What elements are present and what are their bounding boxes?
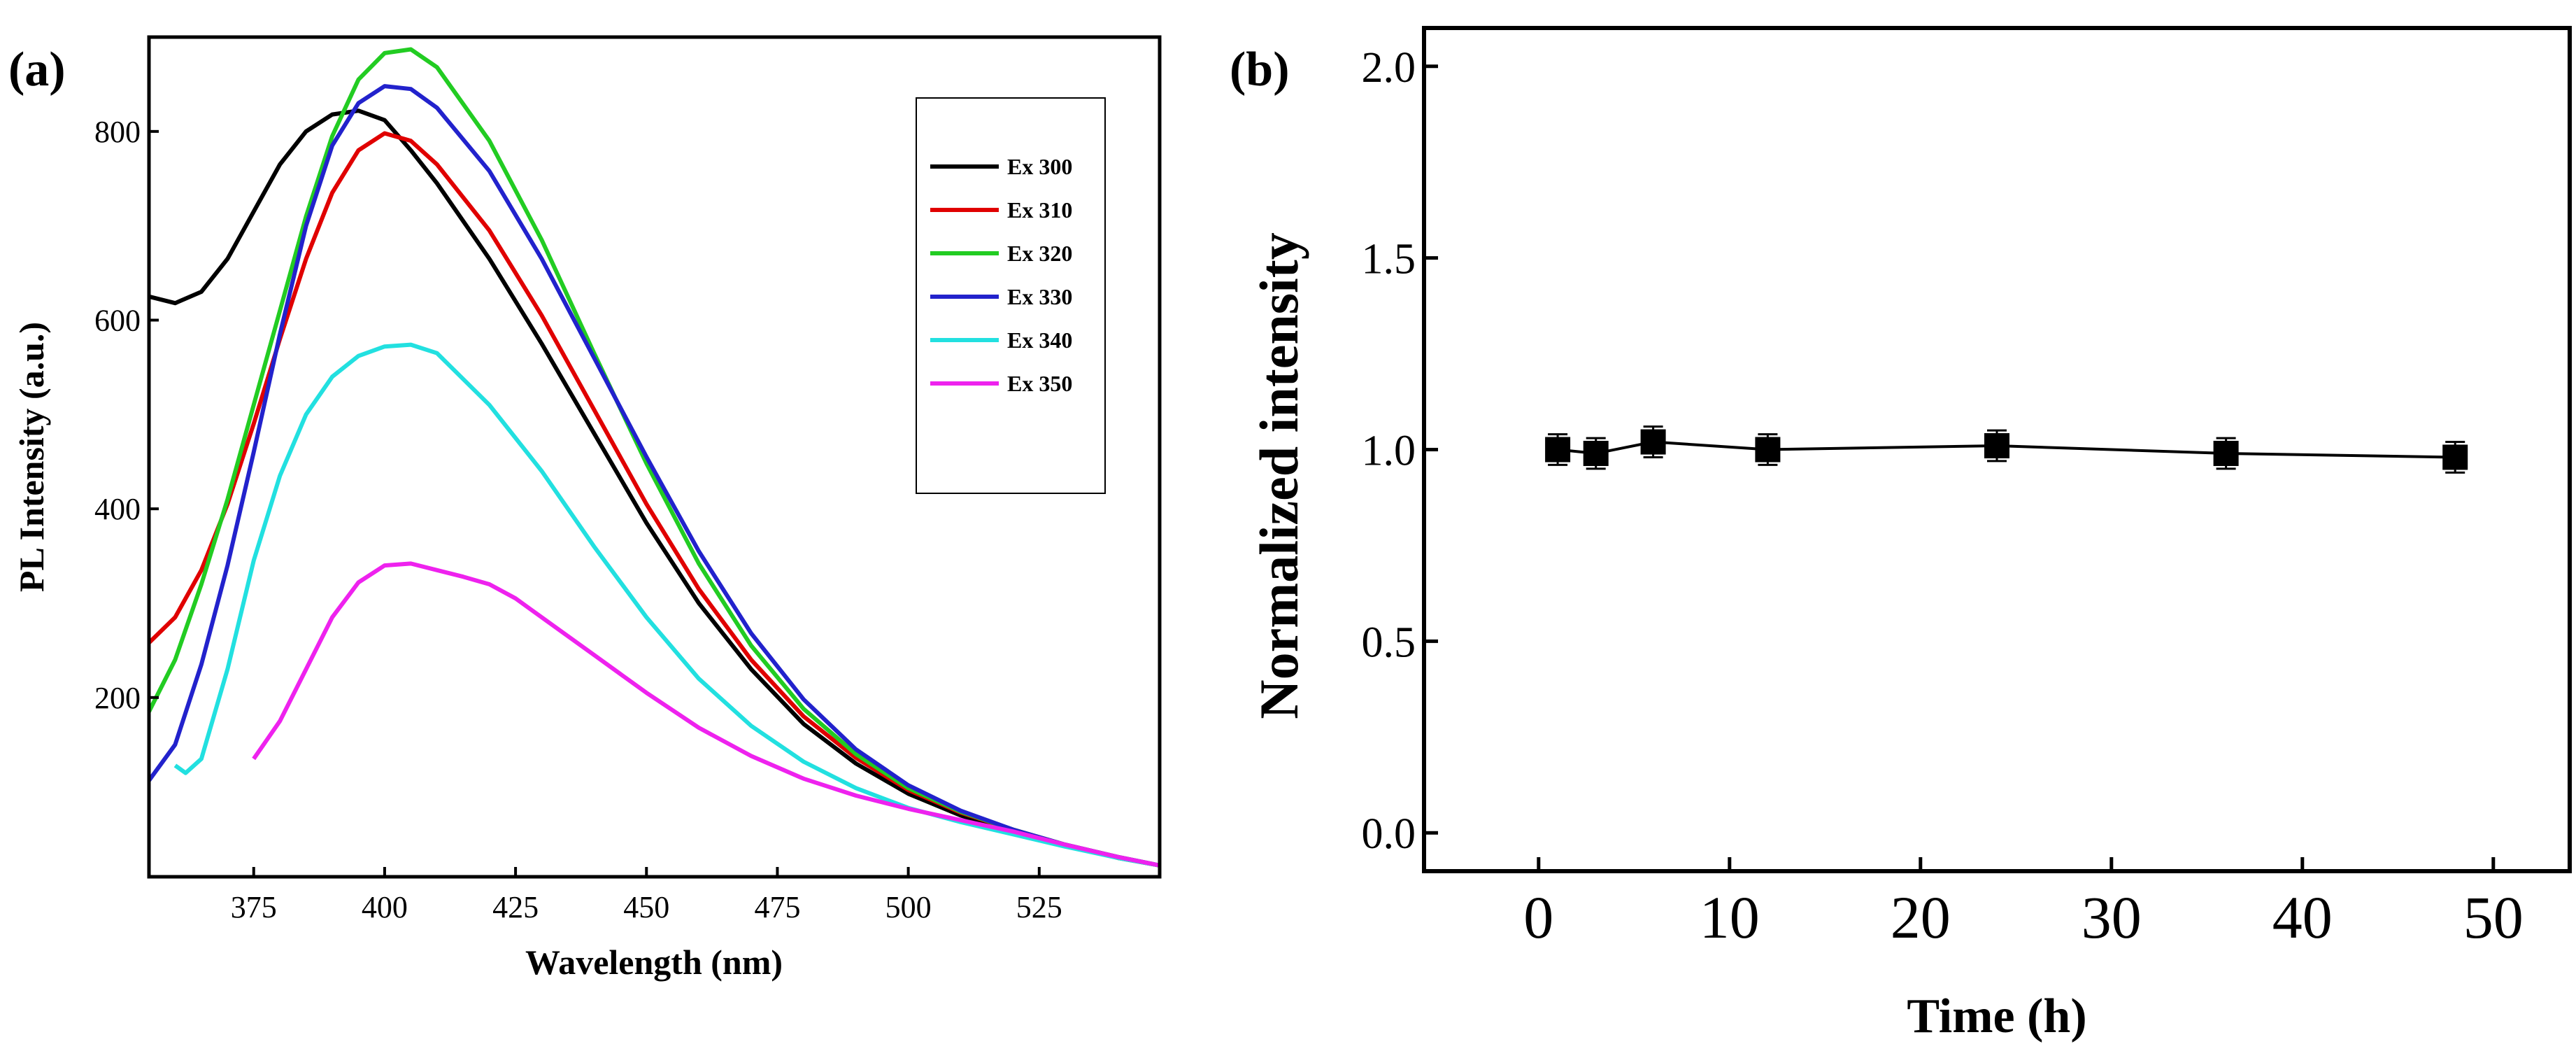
panel-a-x-axis-title: Wavelength (nm)	[525, 943, 783, 982]
series-line-ex-300	[148, 108, 1160, 868]
legend-label: Ex 340	[1007, 327, 1072, 353]
x-tick-label: 40	[2272, 884, 2333, 951]
data-point-marker	[1545, 437, 1571, 463]
y-tick-label: 1.0	[1362, 428, 1416, 475]
data-point-group	[1640, 425, 1666, 458]
panel-b-y-axis-title: Normalized intensity	[1248, 232, 1309, 719]
x-tick-label: 20	[1891, 884, 1951, 951]
panel-a-legend: Ex 300 Ex 310 Ex 320 Ex 330 Ex 340 Ex 350	[916, 97, 1106, 494]
x-tick-label: 0	[1523, 884, 1553, 951]
y-tick-label: 400	[94, 492, 141, 526]
legend-label: Ex 330	[1007, 284, 1072, 309]
x-tick-label: 50	[2463, 884, 2524, 951]
legend-label: Ex 320	[1007, 241, 1072, 266]
series-line-ex-330	[147, 84, 1160, 868]
y-tick-label: 1.5	[1362, 236, 1416, 283]
legend-label: Ex 310	[1007, 197, 1072, 223]
data-point-group	[2442, 441, 2468, 474]
data-point-marker	[1640, 429, 1666, 455]
x-tick-label: 525	[1016, 890, 1062, 924]
x-tick-label: 425	[492, 890, 539, 924]
legend-label: Ex 300	[1007, 154, 1072, 179]
y-tick-label: 600	[94, 303, 141, 337]
legend-label: Ex 350	[1007, 371, 1072, 396]
data-point-group	[1755, 433, 1781, 466]
panel-a-plot-frame	[147, 35, 1162, 879]
x-tick-label: 400	[362, 890, 408, 924]
x-tick-label: 500	[885, 890, 932, 924]
y-tick-label: 0.0	[1362, 810, 1416, 858]
legend-item: Ex 340	[930, 327, 1072, 353]
legend-item: Ex 310	[930, 197, 1072, 223]
x-tick-label: 375	[231, 890, 277, 924]
data-point-marker	[1755, 437, 1781, 463]
data-point-group	[1545, 433, 1571, 466]
panel-a-label: (a)	[8, 43, 66, 97]
panel-b-x-axis-title: Time (h)	[1907, 989, 2086, 1043]
legend-item: Ex 330	[930, 284, 1072, 309]
y-tick-label: 800	[94, 115, 141, 149]
legend-item: Ex 300	[930, 154, 1072, 179]
y-tick-label: 200	[94, 681, 141, 715]
x-tick-label: 10	[1700, 884, 1760, 951]
data-point-marker	[1984, 433, 2009, 459]
data-point-group	[1583, 437, 1609, 470]
legend-item: Ex 350	[930, 371, 1072, 396]
x-tick-label: 475	[754, 890, 800, 924]
data-point-group	[1984, 429, 2009, 463]
panel-b: (b) 0 10 20 30 40 50 0.0 0.5 1.0 1.5 2.0 Time (h)…	[1230, 26, 2572, 1043]
panel-a-y-axis-title: PL Intensity (a.u.)	[12, 322, 51, 592]
legend-item: Ex 320	[930, 241, 1072, 266]
data-point-marker	[2442, 444, 2468, 470]
data-point-group	[2213, 437, 2239, 470]
panel-a: (a) 375 400 425 450 475 500 525 200 400 600 800 W…	[8, 35, 1162, 982]
data-point-marker	[2213, 440, 2239, 466]
x-tick-label: 30	[2082, 884, 2142, 951]
panel-b-label: (b)	[1230, 43, 1290, 97]
y-tick-label: 0.5	[1362, 619, 1416, 666]
series-line-ex-350	[252, 561, 1160, 868]
data-point-marker	[1583, 440, 1609, 466]
y-tick-label: 2.0	[1362, 44, 1416, 92]
x-tick-label: 450	[623, 890, 669, 924]
